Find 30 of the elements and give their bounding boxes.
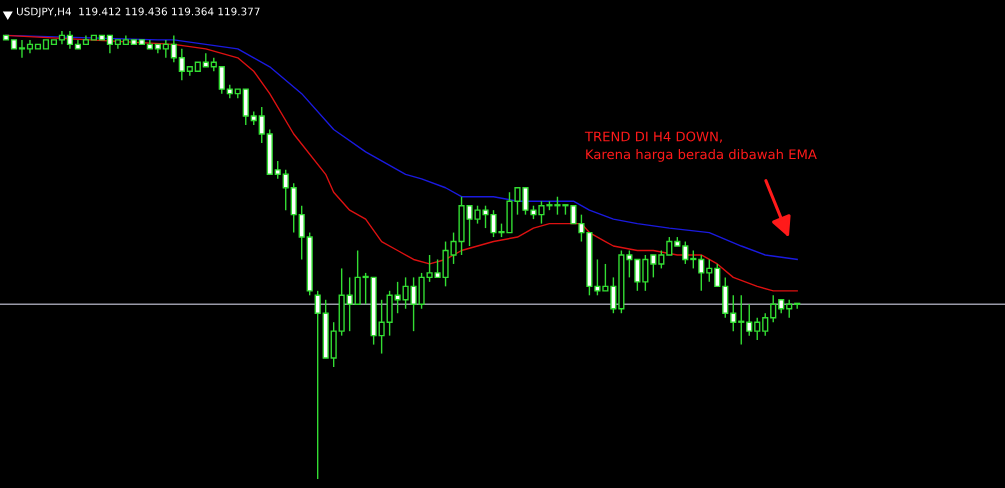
candlestick bbox=[362, 272, 369, 305]
candlestick bbox=[706, 258, 713, 283]
candlestick bbox=[282, 169, 289, 211]
candlestick bbox=[378, 299, 385, 355]
candlestick bbox=[346, 276, 353, 332]
candlestick bbox=[730, 294, 737, 332]
candlestick bbox=[178, 48, 185, 81]
candlestick bbox=[18, 39, 26, 59]
candlestick bbox=[610, 276, 617, 314]
candlestick bbox=[162, 39, 169, 59]
annotation: TREND DI H4 DOWN, Karena harga berada dibawah EMA bbox=[584, 131, 817, 162]
candlestick bbox=[602, 263, 609, 292]
candlestick bbox=[314, 290, 321, 480]
chart-title: USDJPY,H4 119.412 119.436 119.364 119.377 bbox=[16, 7, 260, 18]
candlestick bbox=[770, 294, 777, 323]
candlestick bbox=[634, 258, 641, 292]
candlestick bbox=[258, 106, 265, 144]
candlestick bbox=[746, 303, 753, 337]
candlestick bbox=[738, 294, 745, 346]
candlestick bbox=[642, 254, 649, 292]
candlestick bbox=[298, 204, 305, 261]
candlestick bbox=[698, 254, 705, 292]
candlestick bbox=[754, 317, 761, 341]
candlestick bbox=[626, 249, 633, 279]
candlestick bbox=[170, 34, 177, 63]
candlestick bbox=[650, 254, 657, 279]
candlestick bbox=[682, 240, 689, 265]
candlestick bbox=[218, 66, 225, 95]
candlestick bbox=[714, 263, 721, 288]
candlestick bbox=[762, 312, 769, 337]
